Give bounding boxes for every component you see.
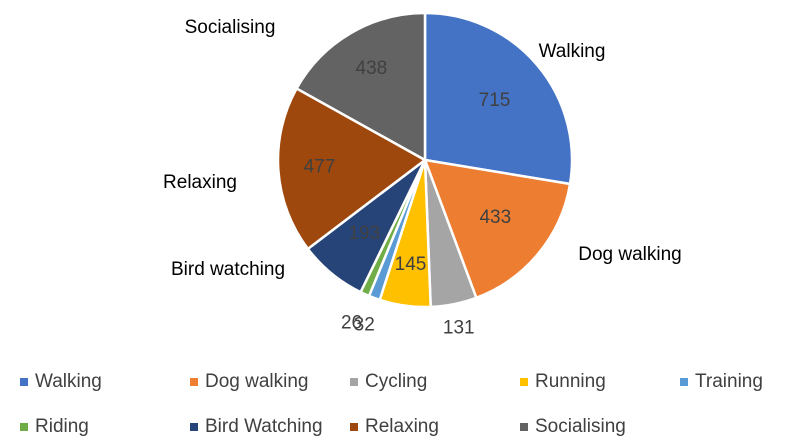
legend-label: Training bbox=[695, 371, 763, 392]
pie-slice bbox=[294, 11, 427, 163]
pie-slice bbox=[276, 86, 428, 251]
value-label: 477 bbox=[304, 156, 336, 177]
legend-label: Cycling bbox=[365, 371, 427, 392]
legend-label: Relaxing bbox=[365, 416, 439, 437]
legend-label: Dog walking bbox=[205, 371, 309, 392]
value-label: 433 bbox=[479, 207, 511, 228]
slice-label: Dog walking bbox=[578, 244, 682, 265]
legend-label: Riding bbox=[35, 416, 89, 437]
legend-swatch bbox=[190, 423, 198, 431]
legend-label: Socialising bbox=[535, 416, 626, 437]
slice-label: Walking bbox=[539, 41, 606, 62]
legend-swatch bbox=[350, 378, 358, 386]
slice-label: Socialising bbox=[185, 17, 276, 38]
value-label: 32 bbox=[354, 315, 375, 336]
slice-label: Bird watching bbox=[171, 259, 285, 280]
legend-swatch bbox=[350, 423, 358, 431]
legend-swatch bbox=[520, 423, 528, 431]
value-label: 193 bbox=[348, 223, 380, 244]
legend-swatch bbox=[190, 378, 198, 386]
value-label: 145 bbox=[395, 254, 427, 275]
value-label: 715 bbox=[479, 90, 511, 111]
pie-slice bbox=[423, 158, 572, 300]
value-label: 26 bbox=[341, 313, 362, 334]
legend-label: Walking bbox=[35, 371, 102, 392]
pie-slice bbox=[423, 11, 574, 186]
legend-swatch bbox=[20, 423, 28, 431]
legend-swatch bbox=[680, 378, 688, 386]
legend-swatch bbox=[520, 378, 528, 386]
legend-label: Bird Watching bbox=[205, 416, 323, 437]
legend-label: Running bbox=[535, 371, 606, 392]
slice-label: Relaxing bbox=[163, 172, 237, 193]
value-label: 131 bbox=[443, 318, 475, 339]
value-label: 438 bbox=[356, 58, 388, 79]
legend-swatch bbox=[20, 378, 28, 386]
